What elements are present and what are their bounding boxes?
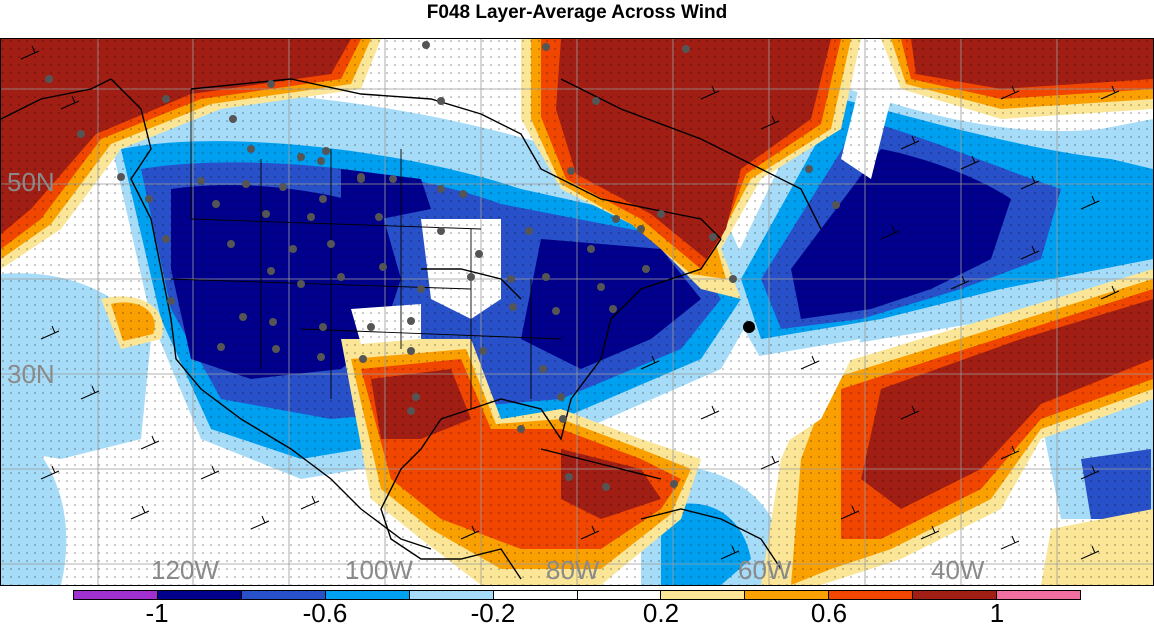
lat-label-50n: 50N: [7, 167, 55, 197]
colorbar-tick-neg0-6: -0.6: [302, 598, 348, 628]
colorbar-bin: [156, 591, 241, 599]
colorbar: [73, 590, 1081, 600]
lon-label-100w: 100W: [345, 555, 413, 585]
lon-label-40w: 40W: [931, 555, 985, 585]
state-borders: [170, 89, 562, 409]
map-title: F048 Layer-Average Across Wind: [426, 2, 728, 23]
colorbar-bin: [408, 591, 493, 599]
lat-label-30n: 30N: [7, 359, 55, 389]
colorbar-bin: [324, 591, 409, 599]
colorbar-tick-0-2: 0.2: [642, 598, 680, 628]
lon-label-120w: 120W: [151, 555, 219, 585]
wind-barbs: [20, 45, 1120, 560]
colorbar-bin: [744, 591, 829, 599]
colorbar-bin: [492, 591, 577, 599]
colorbar-bin: [660, 591, 745, 599]
colorbar-bin: [576, 591, 661, 599]
lon-label-60w: 60W: [738, 555, 792, 585]
lon-label-80w: 80W: [546, 555, 600, 585]
station-markers: [45, 41, 840, 491]
colorbar-bin: [912, 591, 997, 599]
colorbar-tick-1: 1: [989, 598, 1005, 628]
colorbar-tick-neg0-2: -0.2: [470, 598, 516, 628]
map-panel: 50N 30N 120W 100W 80W 60W 40W: [0, 38, 1154, 586]
colorbar-bin: [240, 591, 325, 599]
highlight-station: [743, 321, 755, 333]
map-canvas: [1, 39, 1153, 585]
colorbar-tick-0-6: 0.6: [810, 598, 848, 628]
colorbar-bin: [996, 591, 1081, 599]
colorbar-bin: [828, 591, 913, 599]
coastlines: [1, 78, 822, 580]
colorbar-tick-neg1: -1: [145, 598, 169, 628]
colorbar-bin: [74, 591, 157, 599]
